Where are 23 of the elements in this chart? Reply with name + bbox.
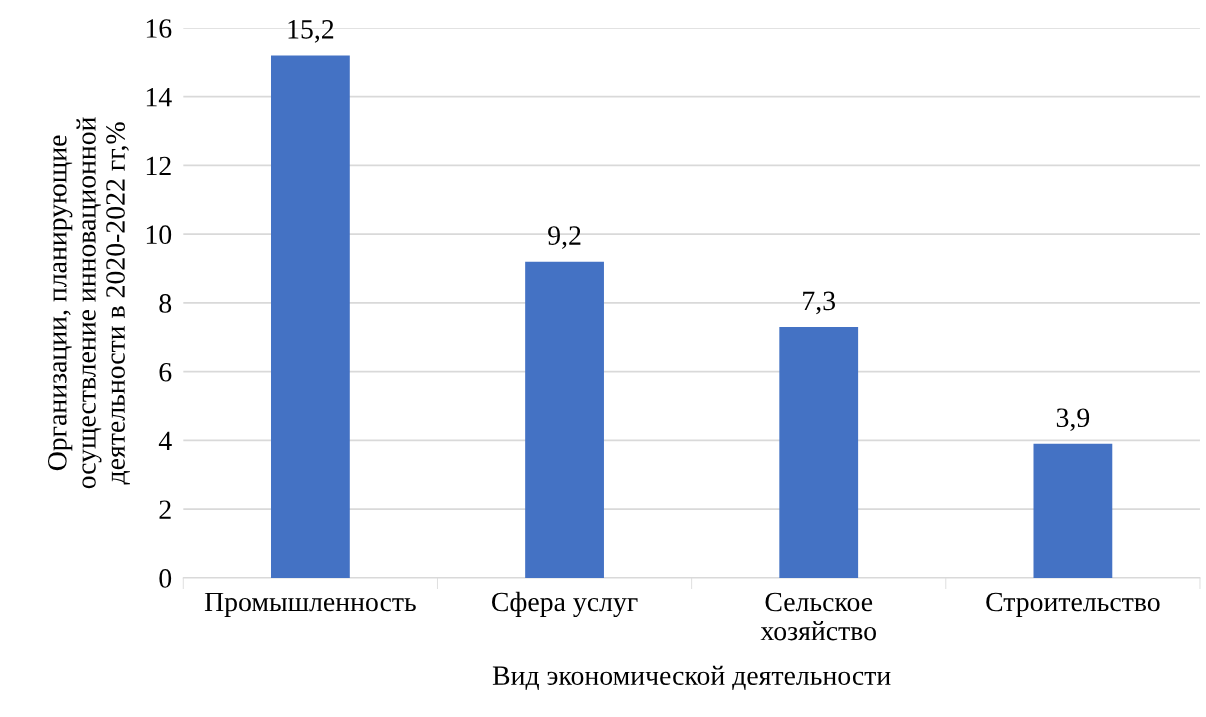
bar <box>271 55 350 578</box>
bar <box>779 326 859 578</box>
y-tick-label: 8 <box>159 294 172 313</box>
y-tick-label: 0 <box>159 569 172 588</box>
y-tick-label: 14 <box>146 88 172 107</box>
x-axis-title: Вид экономической деятельности <box>492 665 891 691</box>
x-tick-label: Промышленность <box>204 592 416 617</box>
x-tick-label: Сфера услуг <box>492 591 638 618</box>
data-label: 9,2 <box>548 226 581 249</box>
x-tick-label: Строительство <box>986 592 1160 617</box>
y-axis-title: Организации, планирующие осуществление инновационной деятельности в 2020-2022 гг,% <box>47 117 130 489</box>
bar <box>1033 443 1113 578</box>
bar <box>525 261 604 578</box>
data-label: 15,2 <box>288 20 334 43</box>
y-tick-label: 12 <box>146 156 171 176</box>
data-label: 7,3 <box>803 291 835 315</box>
y-tick-label: 2 <box>159 500 171 519</box>
y-tick-label: 6 <box>159 362 172 382</box>
y-tick-label: 4 <box>158 431 172 451</box>
data-label: 3,9 <box>1056 408 1090 432</box>
y-tick-label: 16 <box>146 19 172 38</box>
y-tick-label: 10 <box>146 225 172 245</box>
x-tick-label: Сельское хозяйство <box>760 592 876 641</box>
